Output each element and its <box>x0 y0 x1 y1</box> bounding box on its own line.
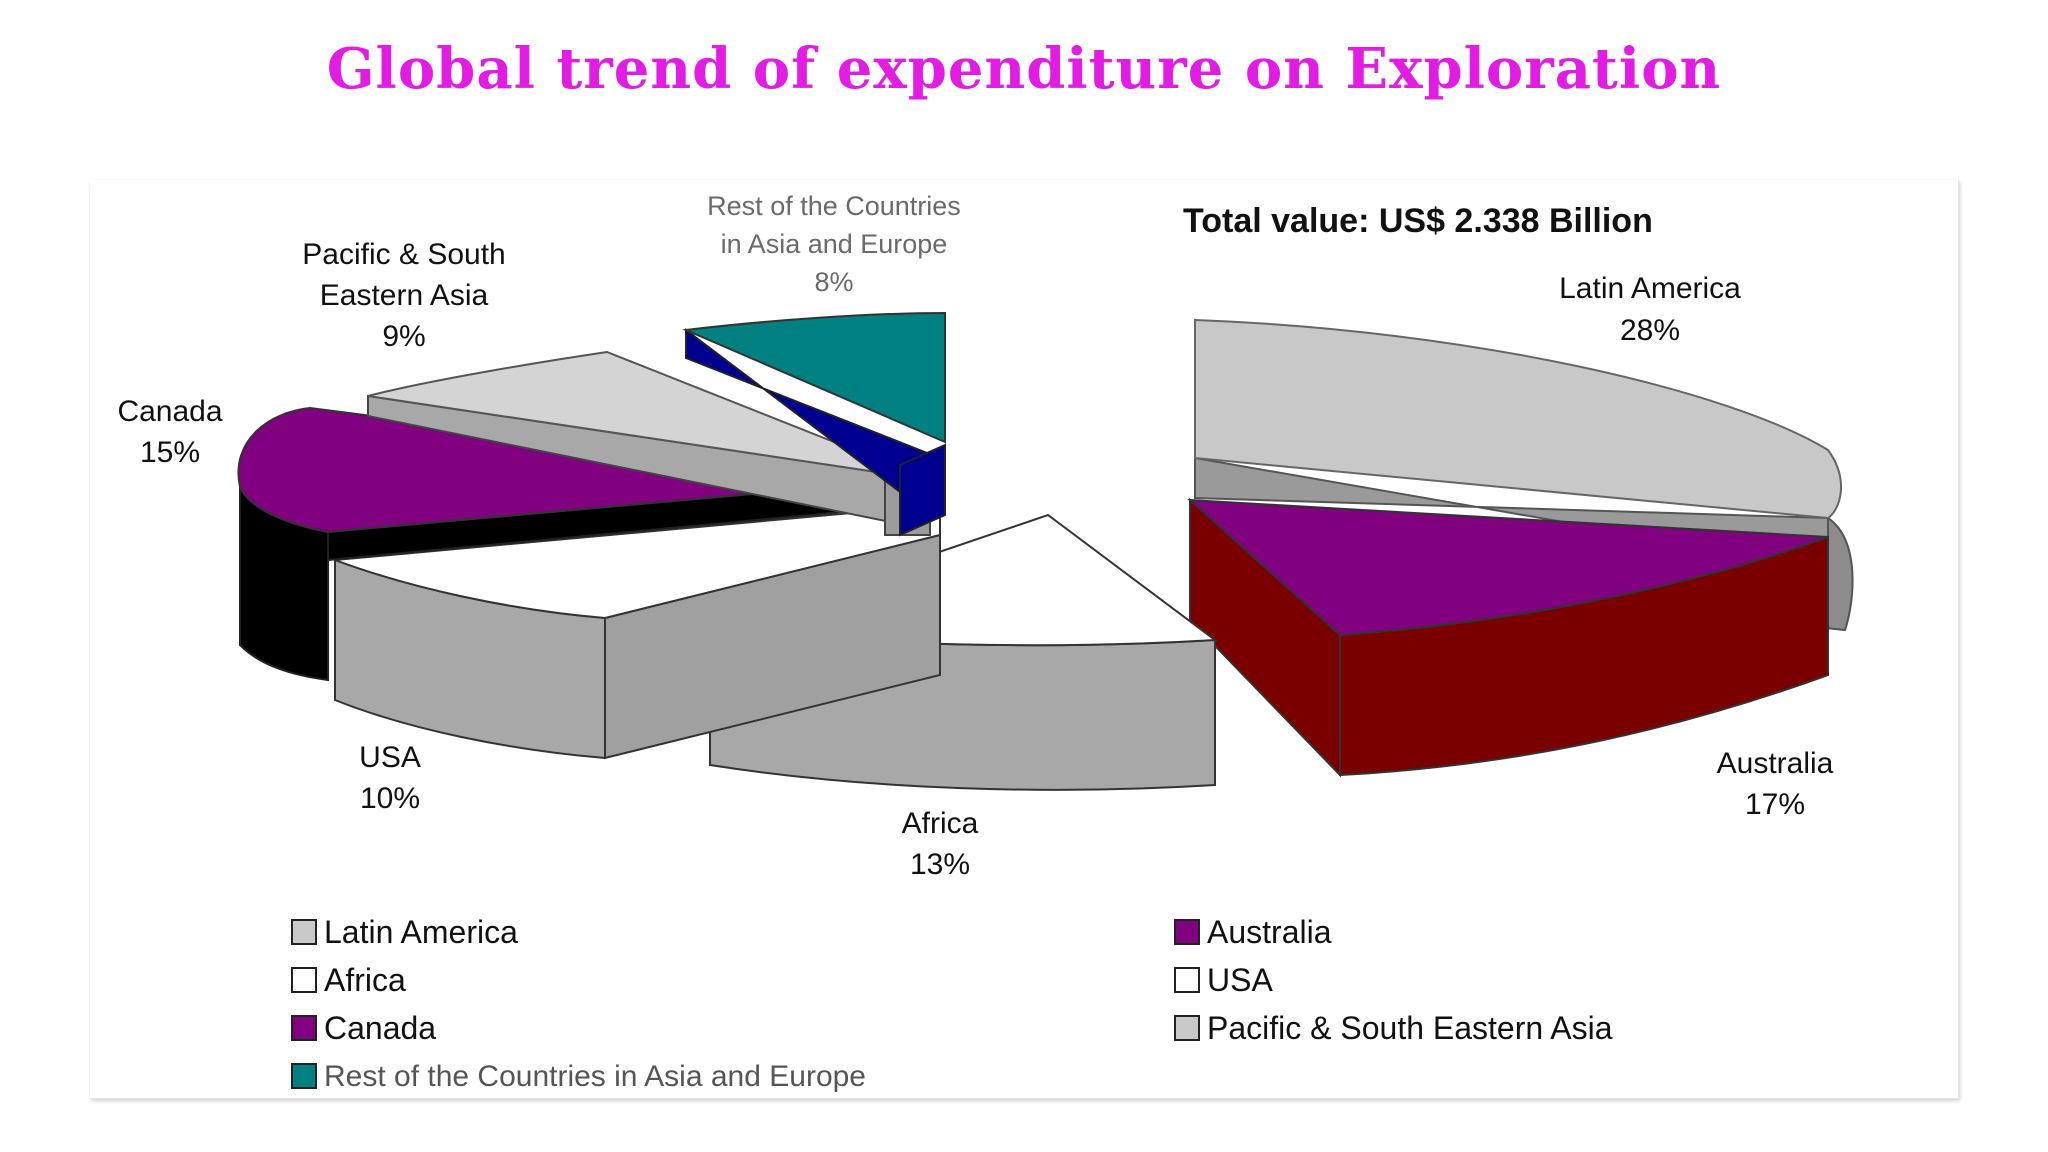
legend-swatch-pacific <box>1174 1015 1200 1041</box>
legend-label-latin-america: Latin America <box>324 914 518 950</box>
legend-swatch-canada <box>291 1015 317 1041</box>
label-africa-value: 13% <box>910 848 970 881</box>
legend-item-africa: Africa <box>291 962 406 998</box>
label-latin-america-value: 28% <box>1620 314 1680 347</box>
label-usa-name: USA <box>359 741 421 774</box>
legend-label-canada: Canada <box>324 1010 436 1046</box>
legend-swatch-rest <box>291 1063 317 1089</box>
label-rest: Rest of the Countries in Asia and Europe… <box>707 191 961 297</box>
legend-item-latin-america: Latin America <box>291 914 518 950</box>
slice-rest <box>682 311 946 537</box>
slice-rest-top <box>682 311 946 444</box>
slice-australia-top <box>1187 498 1829 637</box>
slice-latin-america-rim <box>1823 516 1854 632</box>
chart-subtitle: Total value: US$ 2.338 Billion <box>1183 202 1653 240</box>
label-usa-value: 10% <box>360 782 420 815</box>
label-pacific: Pacific & South Eastern Asia 9% <box>302 238 505 353</box>
legend-item-canada: Canada <box>291 1010 436 1046</box>
legend-label-pacific: Pacific & South Eastern Asia <box>1207 1010 1613 1046</box>
slice-australia <box>1187 497 1829 778</box>
pie-chart: Total value: US$ 2.338 Billion Latin Ame… <box>117 191 1854 1093</box>
legend-swatch-latin-america <box>291 919 317 945</box>
legend-item-rest: Rest of the Countries in Asia and Europe <box>291 1060 866 1093</box>
label-rest-value: 8% <box>814 267 853 297</box>
label-canada-name: Canada <box>117 395 222 428</box>
label-latin-america-name: Latin America <box>1559 272 1741 305</box>
label-australia-value: 17% <box>1745 788 1805 821</box>
slice-latin-america-top <box>1194 318 1842 520</box>
label-pacific-value: 9% <box>382 320 425 353</box>
label-rest-line1: Rest of the Countries <box>707 191 961 221</box>
label-rest-line2: in Asia and Europe <box>721 229 948 259</box>
chart-panel: Total value: US$ 2.338 Billion Latin Ame… <box>90 180 1959 1099</box>
legend-item-australia: Australia <box>1174 914 1332 950</box>
label-usa: USA 10% <box>359 741 421 815</box>
legend-label-rest: Rest of the Countries in Asia and Europe <box>324 1060 866 1093</box>
label-africa: Africa 13% <box>902 807 979 881</box>
label-africa-name: Africa <box>902 807 979 840</box>
legend-swatch-usa <box>1174 967 1200 993</box>
legend-item-pacific: Pacific & South Eastern Asia <box>1174 1010 1613 1046</box>
label-canada-value: 15% <box>140 436 200 469</box>
legend: Latin America Australia Africa USA Canad… <box>291 914 1613 1093</box>
label-australia-name: Australia <box>1717 747 1834 780</box>
legend-label-usa: USA <box>1207 962 1273 998</box>
slice-usa <box>334 503 941 760</box>
label-latin-america: Latin America 28% <box>1559 272 1741 347</box>
legend-swatch-australia <box>1174 919 1200 945</box>
label-pacific-line2: Eastern Asia <box>320 279 489 312</box>
slice-rest-front-blue <box>899 443 946 537</box>
label-australia: Australia 17% <box>1717 747 1834 821</box>
legend-swatch-africa <box>291 967 317 993</box>
legend-label-africa: Africa <box>324 962 406 998</box>
slice-pacific <box>367 350 931 536</box>
legend-item-usa: USA <box>1174 962 1273 998</box>
slice-usa-top <box>334 503 941 620</box>
label-canada: Canada 15% <box>117 395 222 469</box>
label-pacific-line1: Pacific & South <box>302 238 505 271</box>
page-title: Global trend of expenditure on Explorati… <box>326 36 1722 102</box>
slice-canada-side-black <box>239 485 329 682</box>
legend-label-australia: Australia <box>1207 914 1332 950</box>
slice-pacific-top <box>367 350 931 481</box>
